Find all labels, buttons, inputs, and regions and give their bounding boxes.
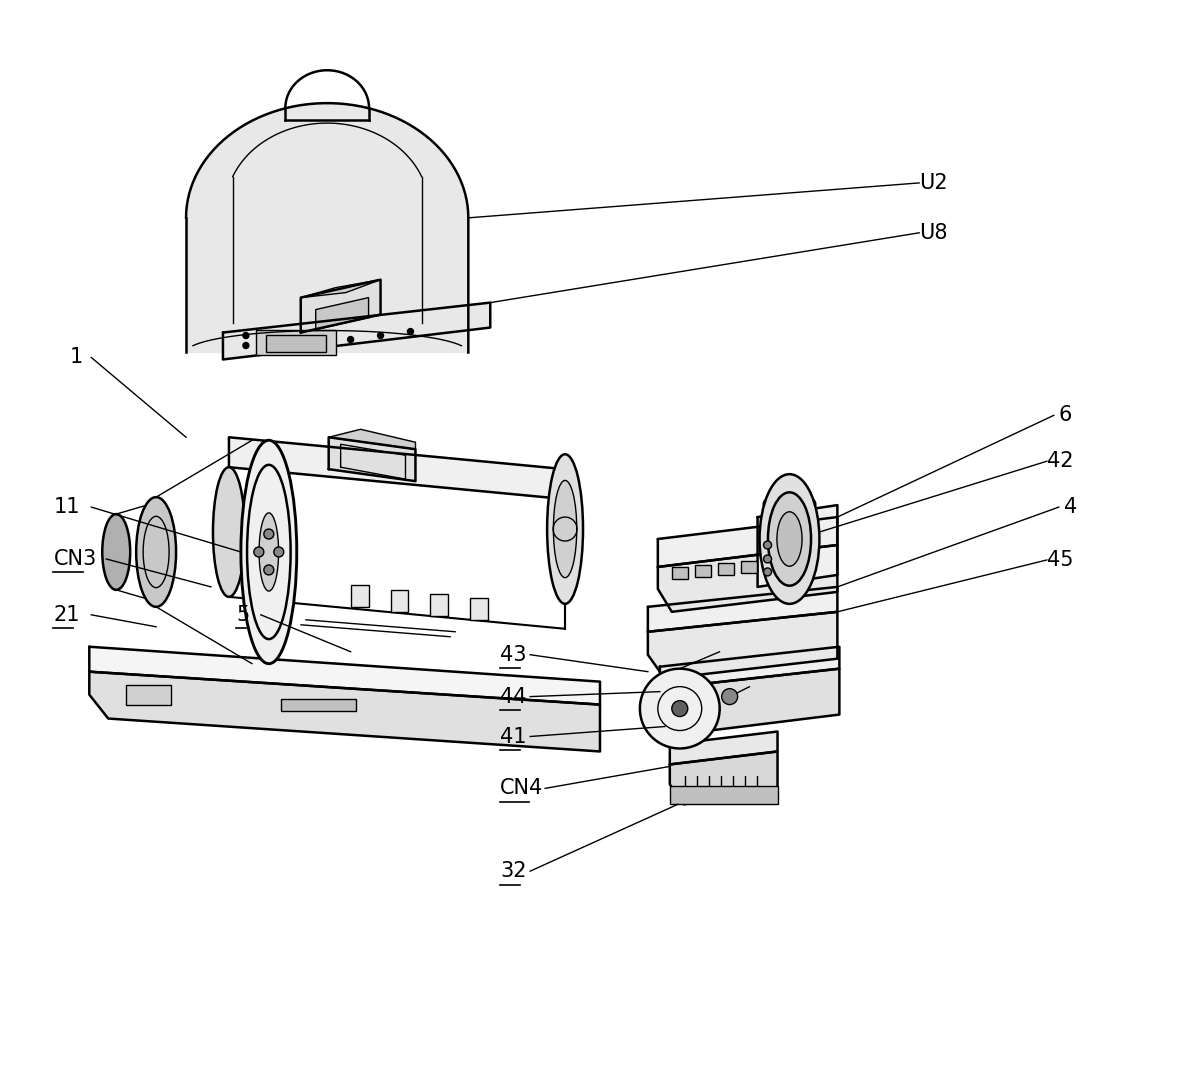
Text: 43: 43 <box>500 645 527 665</box>
Circle shape <box>763 541 772 549</box>
Polygon shape <box>658 517 837 567</box>
Text: 4: 4 <box>1064 497 1077 517</box>
Circle shape <box>377 333 383 338</box>
Text: 32: 32 <box>500 861 527 882</box>
Bar <box>256 329 336 355</box>
Text: 44: 44 <box>500 687 527 707</box>
Ellipse shape <box>553 480 577 577</box>
Text: 45: 45 <box>1047 550 1073 570</box>
Text: 41: 41 <box>500 726 527 747</box>
Circle shape <box>722 689 737 704</box>
Text: 21: 21 <box>53 604 80 625</box>
Bar <box>672 567 687 579</box>
Circle shape <box>407 328 413 335</box>
Circle shape <box>672 701 687 716</box>
Text: 1: 1 <box>69 348 83 367</box>
Polygon shape <box>329 437 415 482</box>
Ellipse shape <box>137 497 176 607</box>
Polygon shape <box>316 298 369 329</box>
Text: CN3: CN3 <box>53 549 96 569</box>
Text: 11: 11 <box>53 497 80 517</box>
Text: 5: 5 <box>236 604 249 625</box>
Bar <box>266 335 325 352</box>
Polygon shape <box>648 587 837 632</box>
Polygon shape <box>757 505 837 587</box>
Polygon shape <box>660 647 839 689</box>
Circle shape <box>348 337 354 342</box>
Polygon shape <box>658 545 837 612</box>
Bar <box>126 685 171 704</box>
Polygon shape <box>89 647 599 704</box>
Text: U8: U8 <box>919 223 947 242</box>
Circle shape <box>264 529 274 539</box>
Polygon shape <box>229 437 565 499</box>
Circle shape <box>243 342 249 349</box>
Circle shape <box>640 669 719 749</box>
Bar <box>391 590 408 612</box>
Text: U2: U2 <box>919 173 947 192</box>
Polygon shape <box>669 751 777 804</box>
Polygon shape <box>329 429 415 449</box>
Text: 42: 42 <box>1047 451 1073 471</box>
Circle shape <box>763 555 772 563</box>
Bar <box>281 699 356 711</box>
Circle shape <box>274 547 284 557</box>
Text: 6: 6 <box>1059 405 1072 425</box>
Ellipse shape <box>768 492 811 586</box>
Circle shape <box>763 567 772 576</box>
Bar <box>763 559 780 571</box>
Ellipse shape <box>547 454 583 604</box>
Bar <box>669 786 777 804</box>
Bar <box>718 563 734 575</box>
Bar <box>470 598 488 620</box>
Bar <box>741 561 756 573</box>
Text: CN4: CN4 <box>500 778 544 798</box>
Polygon shape <box>89 672 599 751</box>
Ellipse shape <box>760 474 819 604</box>
Bar <box>694 565 711 577</box>
Circle shape <box>264 565 274 575</box>
Polygon shape <box>300 279 381 298</box>
Polygon shape <box>186 103 469 352</box>
Polygon shape <box>648 612 837 678</box>
Bar <box>431 594 449 616</box>
Polygon shape <box>223 302 490 360</box>
Circle shape <box>243 333 249 338</box>
Circle shape <box>254 547 264 557</box>
Ellipse shape <box>212 467 245 597</box>
Ellipse shape <box>259 513 279 591</box>
Ellipse shape <box>102 514 131 590</box>
Polygon shape <box>300 279 381 333</box>
Ellipse shape <box>241 440 297 664</box>
Polygon shape <box>660 669 839 735</box>
Bar <box>350 585 369 607</box>
Polygon shape <box>669 732 777 764</box>
Ellipse shape <box>777 512 802 566</box>
